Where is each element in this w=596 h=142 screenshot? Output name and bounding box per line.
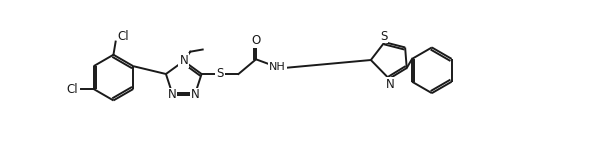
Text: Cl: Cl [66,83,77,96]
Text: Cl: Cl [118,30,129,43]
Text: O: O [252,34,260,47]
Text: N: N [179,54,188,67]
Text: N: N [191,88,200,101]
Text: S: S [216,67,224,81]
Text: N: N [386,78,395,91]
Text: S: S [380,30,387,43]
Text: NH: NH [269,62,286,72]
Text: N: N [167,88,176,101]
